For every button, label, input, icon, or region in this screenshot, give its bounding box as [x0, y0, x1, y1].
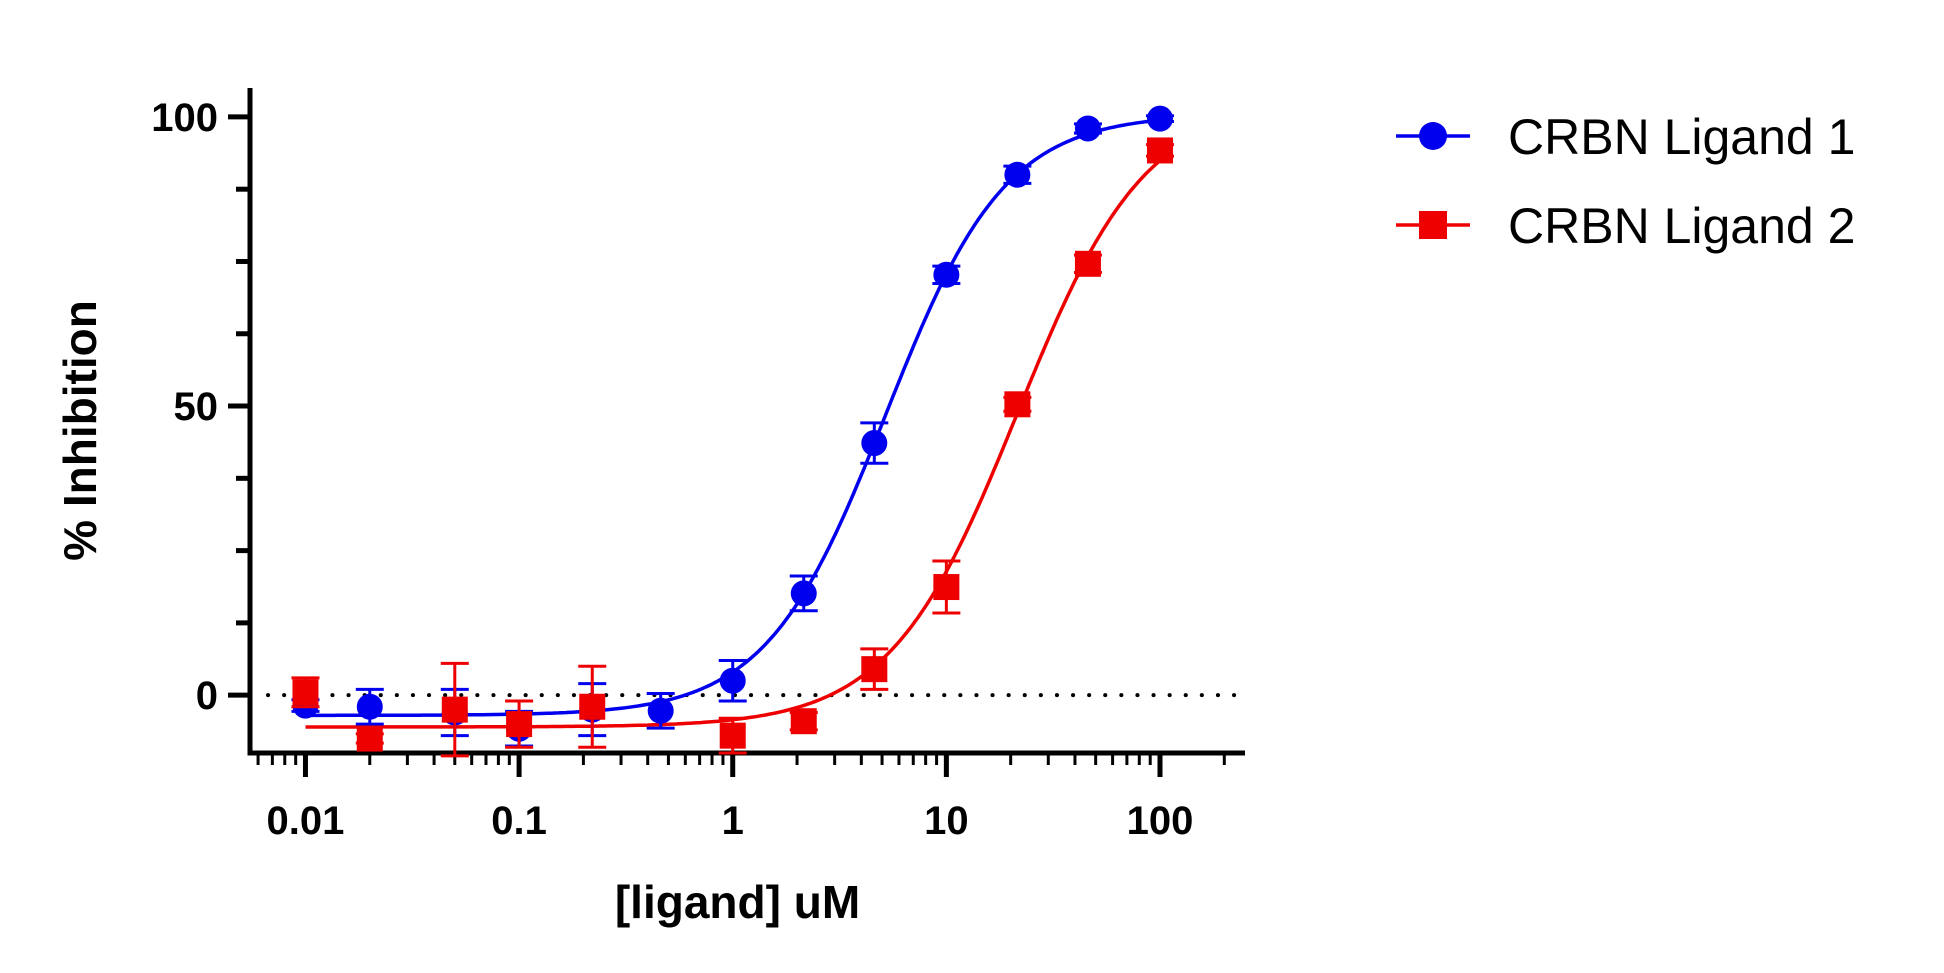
data-point-ligand-1 — [719, 667, 746, 694]
data-point-ligand-1 — [790, 580, 817, 607]
data-point-ligand-2 — [1074, 250, 1101, 277]
legend: CRBN Ligand 1 CRBN Ligand 2 — [1396, 109, 1855, 254]
x-tick-label: 1 — [722, 799, 744, 843]
data-point-ligand-1 — [861, 430, 888, 457]
series-2-points — [291, 137, 1174, 758]
fit-curve-series-1 — [305, 118, 1161, 718]
fit-curve-series-2 — [305, 159, 1162, 729]
legend-label-ligand-1: CRBN Ligand 1 — [1508, 109, 1855, 165]
data-point-ligand-2 — [1004, 391, 1031, 418]
data-point-ligand-2 — [356, 725, 383, 752]
data-points-group — [291, 105, 1174, 758]
data-point-ligand-2 — [579, 693, 606, 720]
fit-curves-group — [305, 118, 1162, 729]
data-point-ligand-2 — [790, 708, 817, 735]
y-tick-label: 0 — [196, 674, 218, 718]
x-tick-label: 0.1 — [491, 799, 547, 843]
legend-item-ligand-1: CRBN Ligand 1 — [1396, 109, 1855, 165]
data-point-ligand-2 — [506, 711, 533, 738]
data-point-ligand-1 — [933, 261, 960, 288]
data-point-ligand-2 — [861, 656, 888, 683]
series-1-points — [291, 105, 1174, 748]
legend-label-ligand-2: CRBN Ligand 2 — [1508, 198, 1855, 254]
data-point-ligand-1 — [1004, 161, 1031, 188]
legend-marker-ligand-2 — [1419, 211, 1447, 239]
x-axis-title: [ligand] uM — [615, 876, 860, 928]
axes-group: 0 50 100 0.01 0.1 1 10 100 — [151, 88, 1245, 843]
x-tick-label: 10 — [924, 799, 969, 843]
legend-marker-ligand-1 — [1419, 122, 1447, 150]
data-point-ligand-1 — [356, 693, 383, 720]
data-point-ligand-2 — [441, 696, 468, 723]
data-point-ligand-1 — [1146, 105, 1173, 132]
x-tick-label: 0.01 — [267, 799, 345, 843]
y-axis-title: % Inhibition — [54, 300, 106, 561]
x-tick-label: 100 — [1127, 799, 1194, 843]
data-point-ligand-2 — [292, 679, 319, 706]
data-point-ligand-1 — [647, 697, 674, 724]
data-point-ligand-2 — [1146, 137, 1173, 164]
data-point-ligand-2 — [719, 722, 746, 749]
data-point-ligand-1 — [1074, 115, 1101, 142]
data-point-ligand-2 — [933, 574, 960, 601]
y-tick-label: 100 — [151, 96, 218, 140]
y-tick-label: 50 — [174, 385, 219, 429]
legend-item-ligand-2: CRBN Ligand 2 — [1396, 198, 1855, 254]
